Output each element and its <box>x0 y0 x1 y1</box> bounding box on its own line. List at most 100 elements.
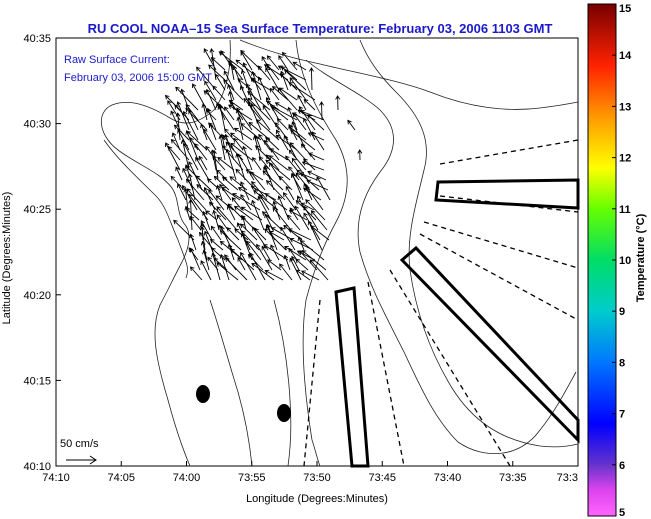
current-vector <box>291 157 309 181</box>
current-vector <box>224 133 235 161</box>
current-vector <box>316 176 331 201</box>
current-vector <box>221 187 241 201</box>
current-vector <box>278 55 289 71</box>
plot-area <box>55 37 579 467</box>
current-vector <box>194 143 208 161</box>
current-vector <box>252 156 262 171</box>
current-vector <box>303 98 316 111</box>
legend-line-1: Raw Surface Current: <box>64 54 170 66</box>
current-vector <box>301 270 320 281</box>
current-vector <box>199 225 206 251</box>
current-vector <box>283 134 298 161</box>
current-vector <box>269 87 280 101</box>
current-vector <box>287 228 312 241</box>
current-vector <box>228 62 235 81</box>
colorbar-tick-label: 7 <box>619 409 625 421</box>
current-vector <box>183 143 199 171</box>
radar-sector-lines <box>303 139 579 467</box>
current-vector <box>200 260 212 281</box>
colorbar-tick-label: 5 <box>619 507 625 519</box>
current-vector <box>211 252 221 281</box>
current-vector <box>239 223 258 241</box>
current-vector <box>188 199 194 231</box>
current-vector <box>248 121 271 141</box>
x-axis-ticks: 74:10 74:05 74:00 73:55 73:50 73:45 73:40 73:35… <box>42 461 579 484</box>
current-vector <box>251 262 275 281</box>
y-tick-label: 40:35 <box>23 33 51 45</box>
current-vector <box>265 180 286 201</box>
current-vector <box>278 175 293 191</box>
current-vector <box>182 167 194 191</box>
outline-bar-3 <box>334 286 370 468</box>
x-tick-label: 73:55 <box>238 472 266 484</box>
current-vector <box>240 206 263 221</box>
current-vector <box>171 132 181 151</box>
current-vector <box>186 188 207 211</box>
current-vector <box>175 166 183 181</box>
current-vector <box>257 65 271 81</box>
current-vector <box>200 240 208 261</box>
current-vector <box>218 51 244 71</box>
y-axis-ticks: 40:35 40:30 40:25 40:20 40:15 40:10 <box>23 33 61 473</box>
current-vector <box>295 269 311 281</box>
current-vector <box>219 230 242 251</box>
current-vector <box>216 262 239 281</box>
current-vector <box>175 86 199 111</box>
current-vector <box>223 79 244 101</box>
current-vector <box>291 172 304 201</box>
colorbar-tick-label: 9 <box>619 306 625 318</box>
current-vector <box>230 132 253 151</box>
station-marker-1 <box>196 385 210 403</box>
current-vector <box>262 105 280 131</box>
current-vector <box>266 223 278 251</box>
current-vector <box>277 65 307 81</box>
current-vector <box>247 97 271 121</box>
x-tick-label: 73:3 <box>557 472 578 484</box>
current-vector <box>251 199 265 231</box>
current-vector <box>300 109 325 121</box>
outline-bar-2 <box>399 245 580 444</box>
current-vector <box>189 266 203 281</box>
current-vector <box>285 185 295 201</box>
current-vector <box>265 154 280 171</box>
current-vector <box>255 145 271 161</box>
current-vector <box>228 60 244 81</box>
current-vectors <box>164 48 363 281</box>
current-vector <box>236 116 244 141</box>
legend-line-2: February 03, 2006 15:00 GMT <box>64 72 212 84</box>
current-vector <box>228 99 244 111</box>
current-vector <box>208 64 226 81</box>
current-vector <box>208 189 225 211</box>
current-vector <box>305 199 326 221</box>
current-vector <box>357 149 363 161</box>
current-vector <box>272 200 281 221</box>
current-vector <box>274 102 289 111</box>
current-vector <box>232 193 261 211</box>
current-vector <box>226 227 240 241</box>
current-vector <box>266 55 280 71</box>
current-vector <box>182 184 198 211</box>
current-vector <box>308 152 325 161</box>
current-vector <box>297 109 316 121</box>
current-vector <box>216 206 238 231</box>
current-vector <box>298 105 316 131</box>
contour-20m <box>295 39 348 467</box>
current-vector <box>215 184 223 201</box>
current-vector <box>271 86 289 101</box>
current-vector <box>212 209 220 231</box>
current-vector <box>212 85 226 101</box>
colorbar-tick-label: 6 <box>619 460 625 472</box>
current-vector <box>290 129 316 151</box>
current-vector <box>319 101 324 121</box>
current-vector <box>270 244 280 261</box>
current-vector <box>200 220 213 241</box>
current-vector <box>294 205 310 231</box>
colorbar <box>587 3 617 517</box>
current-vector <box>284 69 307 91</box>
y-tick-label: 40:15 <box>23 375 51 387</box>
current-vector <box>182 110 199 141</box>
x-tick-label: 73:40 <box>434 472 462 484</box>
current-vector <box>289 257 302 281</box>
current-vector <box>265 159 291 181</box>
